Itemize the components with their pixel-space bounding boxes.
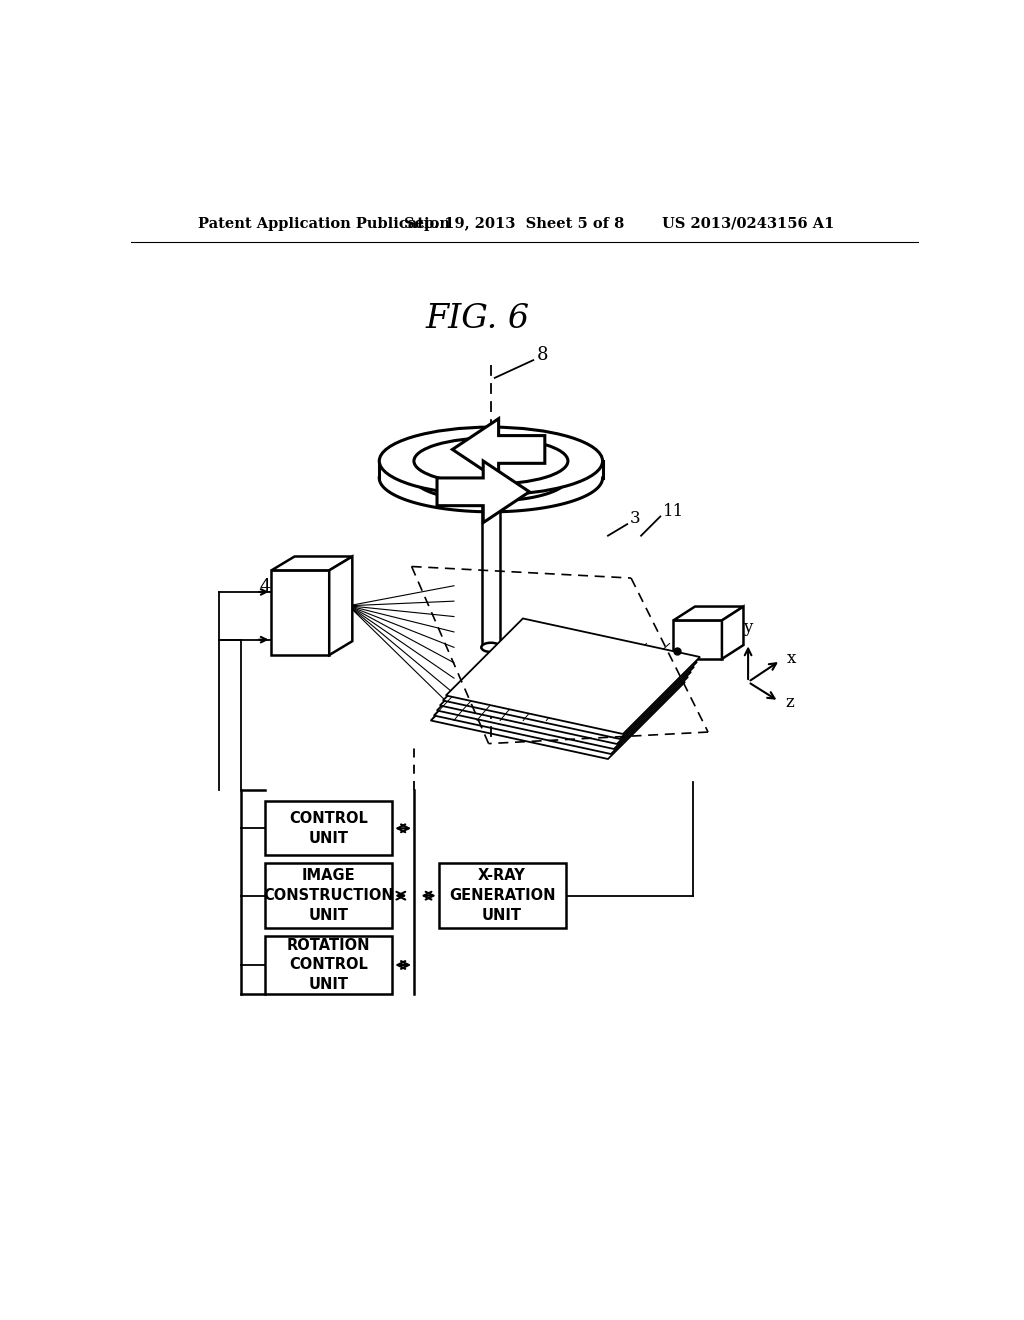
Polygon shape xyxy=(440,628,694,744)
Polygon shape xyxy=(453,418,545,480)
Text: 8: 8 xyxy=(538,346,549,364)
Polygon shape xyxy=(442,623,697,739)
Text: z: z xyxy=(785,694,794,711)
Polygon shape xyxy=(265,936,392,994)
Ellipse shape xyxy=(379,428,602,495)
Text: Patent Application Publication: Patent Application Publication xyxy=(199,216,451,231)
Polygon shape xyxy=(431,644,685,759)
Polygon shape xyxy=(722,607,743,659)
Text: 7: 7 xyxy=(340,569,351,587)
Text: IMAGE
CONSTRUCTION
UNIT: IMAGE CONSTRUCTION UNIT xyxy=(263,869,394,923)
Polygon shape xyxy=(481,482,500,647)
Text: FIG. 6: FIG. 6 xyxy=(425,302,529,334)
Text: x: x xyxy=(786,651,796,668)
Text: 3: 3 xyxy=(630,511,640,527)
Text: US 2013/0243156 A1: US 2013/0243156 A1 xyxy=(662,216,835,231)
Polygon shape xyxy=(434,639,688,754)
Polygon shape xyxy=(271,557,352,570)
Polygon shape xyxy=(437,461,529,523)
Text: 11: 11 xyxy=(664,503,685,520)
Text: 1: 1 xyxy=(698,622,710,638)
Polygon shape xyxy=(445,619,700,734)
Text: y: y xyxy=(743,619,753,636)
Polygon shape xyxy=(271,570,330,655)
Text: Sep. 19, 2013  Sheet 5 of 8: Sep. 19, 2013 Sheet 5 of 8 xyxy=(403,216,625,231)
Polygon shape xyxy=(437,634,691,748)
Polygon shape xyxy=(674,620,722,659)
Text: 4: 4 xyxy=(260,578,271,597)
Polygon shape xyxy=(265,863,392,928)
Text: 2: 2 xyxy=(519,469,530,487)
Text: CONTROL
UNIT: CONTROL UNIT xyxy=(290,810,369,846)
Polygon shape xyxy=(438,863,565,928)
Ellipse shape xyxy=(414,438,568,484)
Polygon shape xyxy=(674,607,743,620)
Text: ROTATION
CONTROL
UNIT: ROTATION CONTROL UNIT xyxy=(287,937,371,993)
Ellipse shape xyxy=(481,643,501,652)
Text: X-RAY
GENERATION
UNIT: X-RAY GENERATION UNIT xyxy=(449,869,555,923)
Polygon shape xyxy=(330,557,352,655)
Polygon shape xyxy=(265,801,392,855)
